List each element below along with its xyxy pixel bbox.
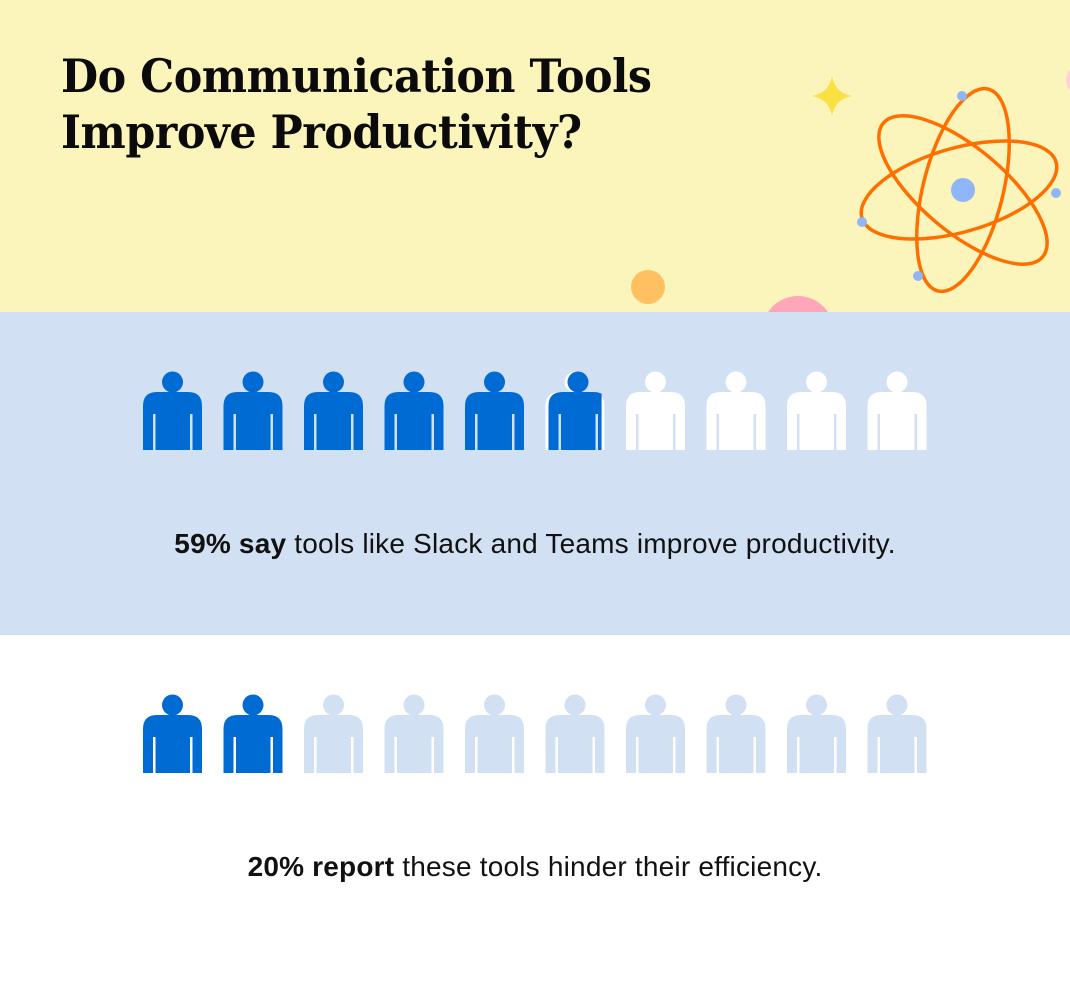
electron [913, 271, 923, 281]
person-icon [143, 371, 202, 450]
electron [957, 91, 967, 101]
pink-dot-edge [1066, 69, 1070, 91]
stat-text-improve: 59% say tools like Slack and Teams impro… [0, 528, 1070, 560]
title-line-2: Improve Productivity? [61, 105, 582, 159]
stat-section-productivity: 59% say tools like Slack and Teams impro… [0, 312, 1070, 635]
stat-section-hinder: 20% report these tools hinder their effi… [0, 635, 1070, 982]
person-icon [545, 694, 605, 773]
page-title: Do Communication Tools Improve Productiv… [61, 48, 652, 160]
title-line-1: Do Communication Tools [61, 49, 652, 103]
person-icon [304, 694, 363, 773]
person-icon [465, 694, 524, 773]
person-icon [465, 371, 524, 450]
stat-rest: tools like Slack and Teams improve produ… [286, 528, 896, 559]
header-banner: Do Communication Tools Improve Productiv… [0, 0, 1070, 312]
person-icon [626, 371, 685, 450]
electron [1051, 188, 1061, 198]
person-icon [626, 694, 685, 773]
person-icon [867, 371, 927, 450]
pink-dot [768, 296, 828, 312]
pictogram-row-improve [0, 370, 1070, 460]
person-icon [787, 371, 846, 450]
person-icon [706, 371, 766, 450]
person-icon [223, 371, 283, 450]
person-icon [706, 694, 766, 773]
person-icon [384, 371, 444, 450]
person-icon [867, 694, 927, 773]
orange-dot [631, 270, 665, 304]
person-icon [143, 694, 202, 773]
atom-nucleus [951, 178, 975, 202]
person-icon [787, 694, 846, 773]
person-icon [223, 694, 283, 773]
stat-rest: these tools hinder their efficiency. [394, 851, 823, 882]
person-icon [304, 371, 363, 450]
atom-decoration [631, 69, 1070, 312]
person-icon [384, 694, 444, 773]
electron [857, 217, 867, 227]
stat-highlight: 20% report [247, 851, 395, 882]
stat-text-hinder: 20% report these tools hinder their effi… [0, 851, 1070, 883]
pictogram-row-hinder [0, 693, 1070, 783]
sparkle-icon [812, 76, 852, 116]
person-icon [545, 371, 605, 450]
stat-highlight: 59% say [174, 528, 287, 559]
